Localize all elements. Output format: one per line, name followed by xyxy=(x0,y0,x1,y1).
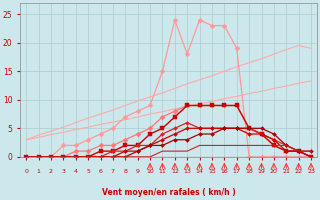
X-axis label: Vent moyen/en rafales ( km/h ): Vent moyen/en rafales ( km/h ) xyxy=(102,188,236,197)
